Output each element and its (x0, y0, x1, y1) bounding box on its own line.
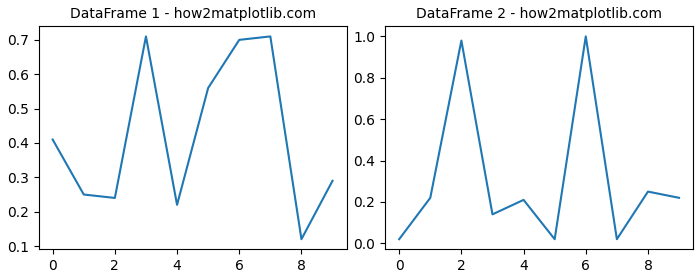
Title: DataFrame 2 - how2matplotlib.com: DataFrame 2 - how2matplotlib.com (416, 7, 662, 21)
Title: DataFrame 1 - how2matplotlib.com: DataFrame 1 - how2matplotlib.com (69, 7, 316, 21)
